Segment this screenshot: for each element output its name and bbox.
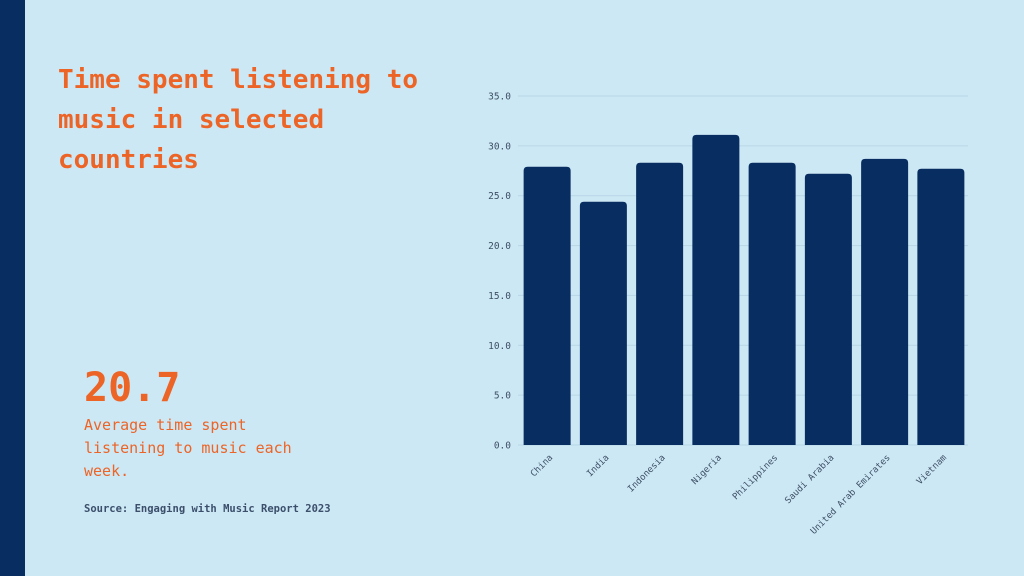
- bar-united-arab-emirates: [861, 158, 909, 445]
- page-title: Time spent listening to music in selecte…: [58, 65, 419, 175]
- x-category-label: Nigeria: [690, 453, 724, 487]
- source-note: Source: Engaging with Music Report 2023: [84, 503, 331, 515]
- bar-philippines: [748, 162, 796, 445]
- x-category-label: Indonesia: [626, 453, 668, 495]
- y-tick-label: 30.0: [488, 141, 511, 152]
- y-tick-label: 35.0: [488, 92, 511, 103]
- y-tick-label: 20.0: [488, 241, 511, 252]
- y-tick-label: 0.0: [494, 441, 511, 452]
- side-accent-bar: [0, 0, 25, 576]
- highlight-value: 20.7: [84, 365, 181, 411]
- x-category-label: Vietnam: [915, 453, 949, 487]
- bar-china: [523, 166, 571, 445]
- bar-india: [579, 201, 627, 445]
- bars: [523, 134, 965, 446]
- bar-indonesia: [636, 162, 684, 445]
- y-tick-label: 25.0: [488, 191, 511, 202]
- y-tick-label: 5.0: [494, 391, 511, 402]
- highlight-caption: Average time spent listening to music ea…: [84, 416, 292, 480]
- x-axis-labels: China India Indonesia Nigeria Philippines Sau…: [529, 453, 949, 537]
- x-category-label: India: [585, 453, 611, 479]
- x-category-label: Saudi Arabia: [783, 453, 836, 506]
- x-category-label: China: [529, 453, 555, 479]
- y-tick-label: 15.0: [488, 291, 511, 302]
- y-axis-ticks: 0.0 5.0 10.0 15.0 20.0 25.0 30.0 35.0: [488, 92, 511, 452]
- x-category-label: Philippines: [731, 453, 780, 502]
- bar-nigeria: [692, 134, 740, 446]
- y-tick-label: 10.0: [488, 341, 511, 352]
- bar-saudi-arabia: [804, 173, 852, 445]
- bar-vietnam: [917, 168, 965, 445]
